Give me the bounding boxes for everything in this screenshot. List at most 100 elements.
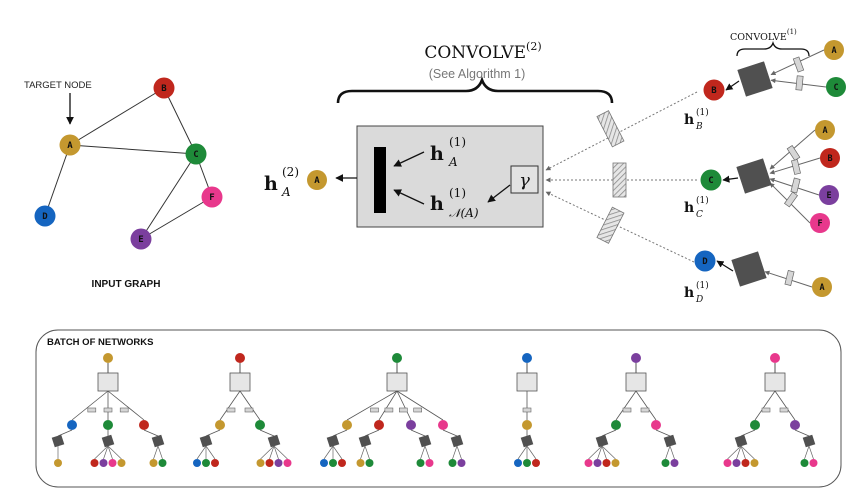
h-n-1-sub: 𝒩(A) (449, 206, 479, 220)
h-a-1-base: h (430, 143, 444, 165)
graph-node-e: E (130, 228, 152, 250)
network-leaf-dot (611, 459, 620, 467)
network-child-line (71, 390, 109, 421)
network-child-dot (611, 420, 621, 430)
network-child-dot (790, 420, 800, 430)
aggregate-bar (374, 147, 386, 213)
graph-node-d-label: D (42, 212, 48, 222)
network-child-line (219, 390, 241, 421)
network-leaf-dot (356, 459, 365, 467)
network-filter (398, 407, 408, 413)
network-child-dot (438, 420, 448, 430)
input-graph: A B C D E F TARGET NODE INPUT GRAPH (24, 77, 223, 290)
network-leaf-dot (750, 459, 759, 467)
network-box (386, 372, 408, 392)
network-box (516, 372, 538, 392)
network-square (151, 434, 165, 448)
input-line-b (545, 91, 698, 171)
layer1-node-c-circle (700, 169, 722, 191)
layer1-h-sub-c: C (696, 210, 703, 220)
network-child-dot (139, 420, 149, 430)
network-f (723, 353, 818, 467)
network-filter (761, 407, 771, 413)
graph-edge-a-b (69, 87, 165, 146)
batch-trees (51, 353, 818, 467)
convolve-2-title: CONVOLVE(2) (424, 40, 541, 63)
network-child-dot (522, 420, 532, 430)
network-leaf-line (601, 445, 607, 460)
network-leaf-line (588, 445, 603, 460)
gamma-symbol: γ (519, 170, 530, 191)
network-leaf-dot (457, 459, 466, 467)
layer1-neighbor-c-e-circle (819, 185, 839, 205)
graph-node-e-label: E (138, 235, 143, 245)
layer1-square-b (737, 61, 773, 97)
network-leaf-dot (416, 459, 425, 467)
network-square-line (794, 429, 810, 437)
network-leaf-dot (149, 459, 158, 467)
network-leaf-line (107, 445, 113, 460)
network-square (51, 434, 65, 448)
network-square-line (259, 429, 275, 437)
network-leaf-line (103, 445, 109, 460)
gamma-box (510, 165, 539, 194)
network-child-dot (342, 420, 352, 430)
layer1-neighbor-b-c-circle (826, 77, 846, 97)
network-filter (413, 407, 423, 413)
output-node-circle (307, 170, 327, 190)
batch-of-networks: BATCH OF NETWORKS (35, 329, 842, 488)
network-leaf-dot (732, 459, 741, 467)
graph-node-f-circle (201, 186, 223, 208)
graph-node-b-circle (153, 77, 175, 99)
layer1-neighbor-c-f-label: F (817, 219, 822, 229)
network-root-dot (522, 353, 532, 363)
network-child-dot (215, 420, 225, 430)
network-child-line (754, 390, 776, 421)
filter-d (596, 206, 625, 244)
network-square (520, 434, 534, 448)
layer1-filter-c-3 (784, 191, 798, 208)
network-child-line (396, 390, 412, 421)
network-square (734, 434, 748, 448)
network-filter (640, 407, 650, 413)
network-child-line (396, 390, 444, 421)
layer1-node-b-label: B (711, 86, 717, 96)
network-leaf-line (273, 445, 279, 460)
network-leaf-line (601, 445, 616, 460)
layer1-h-sup-c: (1) (696, 195, 709, 206)
network-leaf-line (526, 445, 537, 460)
network-leaf-line (740, 445, 746, 460)
network-leaf-dot (661, 459, 670, 467)
network-square (267, 434, 281, 448)
network-leaf-dot (274, 459, 283, 467)
network-leaf-dot (283, 459, 292, 467)
network-leaf-line (452, 445, 458, 460)
layer1-neighbor-b-a: A (824, 40, 844, 60)
output-node: A (307, 170, 327, 190)
output-node-a: A (307, 170, 327, 190)
network-child-line (107, 390, 145, 421)
network-child-line (346, 390, 398, 421)
network-leaf-dot (211, 459, 219, 467)
h-a-2-sub: A (281, 185, 291, 199)
network-leaf-dot (99, 459, 108, 467)
network-child-line (774, 390, 796, 421)
network-leaf-dot (108, 459, 117, 467)
layer1-out-arrow-b (725, 80, 740, 91)
layer1-filter-c-1 (791, 159, 801, 175)
network-square (358, 434, 372, 448)
network-leaf-line (269, 445, 275, 460)
layer1-group-d: A Dh (1) D (684, 250, 832, 305)
graph-edge-c-e (140, 153, 197, 240)
network-leaf-dot (90, 459, 99, 467)
gamma-arrow (487, 184, 511, 203)
h-a-2-base: h (264, 173, 278, 195)
network-child-dot (406, 420, 416, 430)
h-a-2-sup: (2) (282, 165, 299, 179)
network-filter (384, 407, 394, 413)
network-leaf-line (665, 445, 671, 460)
network-square-line (143, 429, 159, 437)
network-leaf-dot (193, 459, 201, 467)
graph-node-f-label: F (209, 193, 214, 203)
